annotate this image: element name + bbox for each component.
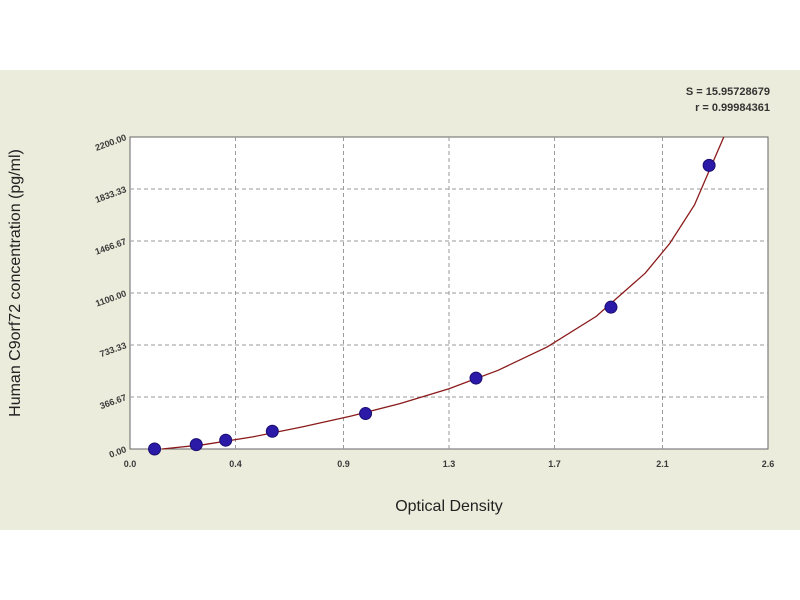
y-tick-label: 0.00 bbox=[108, 444, 128, 459]
y-tick-label: 366.67 bbox=[98, 392, 127, 411]
x-axis-title: Optical Density bbox=[395, 498, 503, 515]
y-tick-label: 1100.00 bbox=[94, 288, 128, 308]
x-tick-label: 0.9 bbox=[337, 459, 350, 469]
data-point bbox=[469, 371, 483, 385]
data-point bbox=[265, 424, 279, 438]
data-points bbox=[148, 158, 716, 456]
x-tick-label: 1.3 bbox=[443, 459, 456, 469]
data-point bbox=[219, 433, 233, 447]
r-value-label: r = 0.99984361 bbox=[695, 102, 770, 114]
data-point bbox=[148, 442, 162, 456]
y-tick-labels: 0.00 366.67 733.33 1100.00 1466.67 1833.33 220… bbox=[94, 132, 128, 459]
y-tick-label: 1466.67 bbox=[94, 236, 128, 257]
x-tick-label: 2.6 bbox=[762, 459, 775, 469]
data-point bbox=[702, 158, 716, 172]
y-axis-title: Human C9orf72 concentration (pg/ml) bbox=[7, 149, 24, 417]
x-tick-label: 0.4 bbox=[229, 459, 242, 469]
grid-lines bbox=[130, 137, 768, 449]
x-tick-label: 0.0 bbox=[124, 459, 137, 469]
x-tick-label: 1.7 bbox=[548, 459, 561, 469]
fit-statistics: S = 15.95728679 r = 0.99984361 bbox=[640, 84, 770, 116]
data-point bbox=[189, 438, 203, 452]
x-tick-labels: 0.0 0.4 0.9 1.3 1.7 2.1 2.6 bbox=[124, 459, 775, 469]
y-tick-label: 2200.00 bbox=[94, 132, 128, 153]
data-point bbox=[604, 300, 618, 314]
y-tick-label: 1833.33 bbox=[94, 184, 128, 205]
y-tick-label: 733.33 bbox=[98, 340, 127, 359]
x-tick-label: 2.1 bbox=[656, 459, 669, 469]
data-point bbox=[359, 407, 373, 421]
s-value-label: S = 15.95728679 bbox=[685, 86, 770, 98]
